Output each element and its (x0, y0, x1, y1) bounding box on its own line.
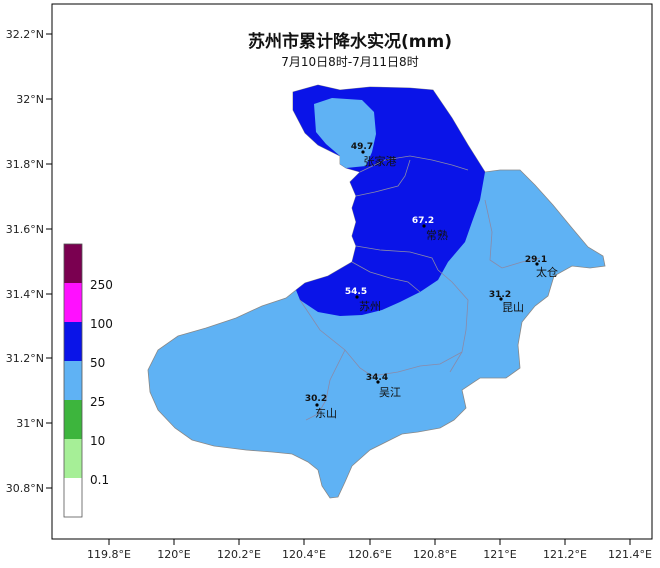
legend-swatch (64, 439, 82, 478)
x-tick-label: 120.8°E (413, 548, 457, 561)
station-dot (376, 380, 380, 384)
station-name: 常熟 (426, 228, 448, 242)
legend-swatch (64, 322, 82, 361)
x-tick-label: 120°E (157, 548, 190, 561)
y-tick-label: 32°N (16, 93, 44, 106)
station-dot (355, 295, 359, 299)
station-name: 太仓 (536, 265, 558, 279)
legend-label: 100 (90, 317, 113, 331)
legend-label: 25 (90, 395, 105, 409)
station-kunshan: 31.2 昆山 (489, 290, 524, 314)
station-dot (535, 262, 539, 266)
map-title: 苏州市累计降水实况(mm) (248, 31, 452, 52)
station-dot (499, 297, 503, 301)
legend-label: 10 (90, 434, 105, 448)
station-taicang: 29.1 太仓 (525, 255, 558, 279)
x-axis: 119.8°E 120°E 120.2°E 120.4°E 120.6°E 12… (87, 539, 652, 561)
station-name: 东山 (315, 407, 337, 420)
y-tick-label: 31.8°N (6, 158, 44, 171)
x-tick-label: 121°E (483, 548, 516, 561)
station-zhangjiagang: 49.7 张家港 (351, 142, 397, 168)
station-changshu: 67.2 常熟 (412, 216, 448, 242)
y-tick-label: 31.4°N (6, 288, 44, 301)
x-tick-label: 120.2°E (217, 548, 261, 561)
x-tick-label: 121.4°E (608, 548, 652, 561)
x-tick-label: 119.8°E (87, 548, 131, 561)
station-value: 30.2 (305, 394, 327, 404)
station-dot (361, 150, 365, 154)
x-tick-label: 121.2°E (543, 548, 587, 561)
station-dot (422, 224, 426, 228)
station-name: 苏州 (359, 300, 381, 313)
y-tick-label: 31.2°N (6, 352, 44, 365)
station-wujiang: 34.4 吴江 (366, 373, 401, 399)
map-subtitle: 7月10日8时-7月11日8时 (281, 55, 418, 69)
station-name: 昆山 (502, 301, 524, 314)
legend-label: 250 (90, 278, 113, 292)
y-tick-label: 31°N (16, 417, 44, 430)
y-axis: 32.2°N 32°N 31.8°N 31.6°N 31.4°N 31.2°N … (6, 28, 52, 495)
y-tick-label: 32.2°N (6, 28, 44, 41)
x-tick-label: 120.4°E (282, 548, 326, 561)
y-tick-label: 30.8°N (6, 482, 44, 495)
station-value: 31.2 (489, 290, 511, 300)
legend-border (63, 243, 83, 518)
station-name: 张家港 (364, 154, 397, 168)
legend-label: 0.1 (90, 473, 109, 487)
station-dongshan: 30.2 东山 (305, 394, 337, 420)
region-light-blue-pocket (314, 98, 376, 168)
y-tick-label: 31.6°N (6, 223, 44, 236)
legend-swatch (64, 361, 82, 400)
station-suzhou: 54.5 苏州 (345, 287, 381, 313)
legend-label: 50 (90, 356, 105, 370)
legend: 250 100 50 25 10 0.1 (63, 243, 113, 518)
station-value: 29.1 (525, 255, 547, 265)
x-tick-label: 120.6°E (348, 548, 392, 561)
station-value: 34.4 (366, 373, 388, 383)
legend-swatch (64, 478, 82, 517)
station-value: 54.5 (345, 287, 367, 297)
station-value: 67.2 (412, 216, 434, 226)
legend-swatch (64, 244, 82, 283)
station-value: 49.7 (351, 142, 373, 152)
station-name: 吴江 (379, 386, 401, 399)
map-frame (51, 3, 653, 540)
legend-swatch (64, 400, 82, 439)
station-dot (315, 403, 319, 407)
legend-swatch (64, 283, 82, 322)
county-boundaries (299, 155, 541, 421)
